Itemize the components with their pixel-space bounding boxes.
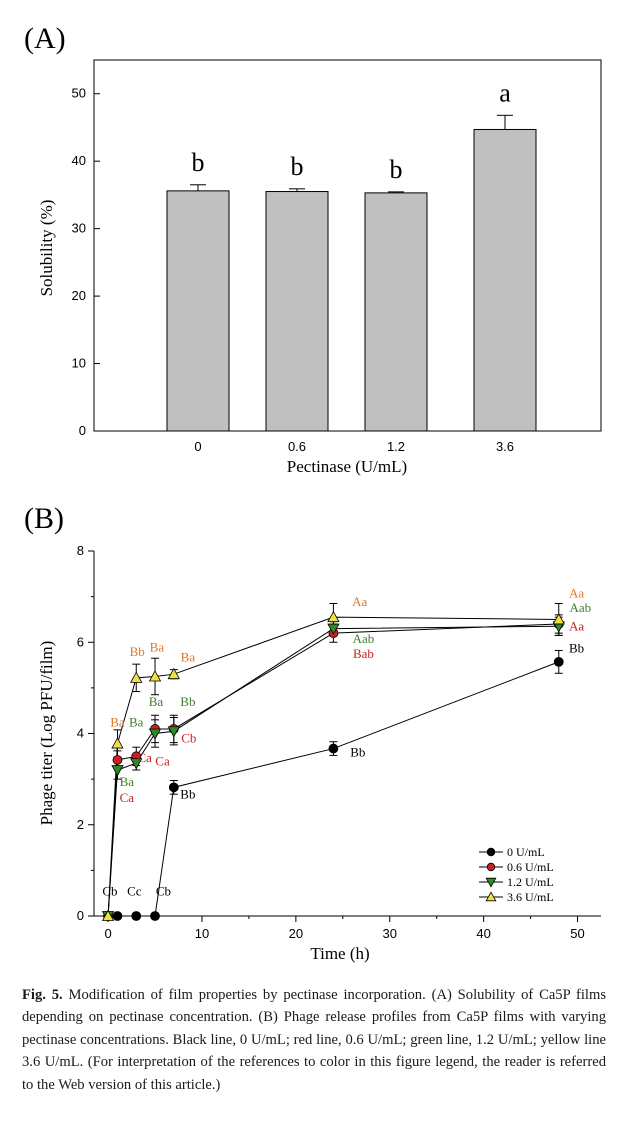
y-tick-label: 50 (72, 86, 86, 101)
panel-b-legend: 0 U/mL0.6 U/mL1.2 U/mL3.6 U/mL (479, 845, 554, 904)
panel-a-label: (A) (24, 22, 66, 55)
data-point (111, 765, 124, 777)
data-point (485, 877, 497, 888)
significance-letter: b (291, 152, 304, 181)
legend-label: 3.6 U/mL (507, 890, 554, 904)
significance-letter: Bb (180, 694, 195, 709)
significance-letter: Aab (570, 600, 592, 615)
x-tick-label: 0.6 (288, 439, 306, 454)
legend-label: 0 U/mL (507, 845, 545, 859)
x-tick-label: 0 (194, 439, 201, 454)
x-tick-label: 3.6 (496, 439, 514, 454)
y-tick-label: 0 (77, 908, 84, 923)
x-tick-label: 40 (476, 926, 490, 941)
data-point (486, 847, 496, 857)
panel-a-solubility-chart: (A) Solubility (%) Pectinase (U/mL) 0 10 2… (24, 22, 602, 476)
significance-letter: Bb (569, 640, 584, 655)
panel-b-phage-release-chart: (B) Phage titer (Log PFU/film) Time (h) … (24, 502, 601, 963)
y-tick-label: 2 (77, 817, 84, 832)
data-point (148, 670, 162, 682)
significance-letter: a (499, 78, 511, 107)
data-point (111, 737, 124, 749)
y-tick-label: 8 (77, 543, 84, 558)
significance-letter: Bb (130, 644, 145, 659)
panel-b-x-axis-title: Time (h) (310, 944, 369, 963)
panel-b-y-axis-title: Phage titer (Log PFU/film) (37, 641, 56, 826)
y-tick-label: 10 (72, 356, 86, 371)
data-point (130, 758, 143, 770)
figure: (A) Solubility (%) Pectinase (U/mL) 0 10 2… (24, 22, 602, 963)
y-tick-label: 6 (77, 634, 84, 649)
data-point (485, 891, 497, 902)
y-tick-label: 20 (72, 288, 86, 303)
significance-letter: Bab (353, 646, 374, 661)
significance-letter: Ba (181, 649, 196, 664)
significance-letter: Cb (102, 883, 117, 898)
significance-letter: b (390, 155, 403, 184)
significance-letter: Ba (120, 774, 135, 789)
caption-text: Modification of film properties by pecti… (22, 987, 606, 1093)
x-tick-label: 30 (383, 926, 397, 941)
data-point (167, 726, 180, 738)
significance-letter: Ba (110, 715, 125, 730)
bar (364, 192, 428, 432)
data-point (327, 610, 340, 623)
significance-letter: Aab (353, 631, 375, 646)
data-point (112, 911, 123, 921)
caption-lead: Fig. 5. (22, 987, 63, 1003)
y-tick-label: 4 (77, 726, 84, 741)
significance-letter: Ca (155, 753, 170, 768)
figure-caption: Fig. 5. Modification of film properties … (22, 984, 606, 1096)
y-tick-label: 30 (72, 221, 86, 236)
data-point (130, 671, 143, 683)
significance-letter: Cc (127, 883, 142, 898)
significance-letter: Ca (137, 750, 152, 765)
bar (473, 128, 537, 432)
significance-letter: Aa (569, 586, 584, 601)
panel-a-plot-frame (93, 59, 602, 432)
data-point (168, 782, 179, 793)
data-point (101, 909, 115, 921)
significance-letter: Cb (181, 731, 196, 746)
data-point (327, 623, 340, 635)
significance-letter: Ba (150, 639, 165, 654)
data-point (486, 862, 496, 872)
significance-letter: Ca (120, 790, 135, 805)
significance-letter: Ba (149, 694, 164, 709)
series-line (107, 623, 559, 917)
data-point (553, 656, 564, 667)
significance-letter: Bb (350, 744, 365, 759)
data-point (328, 743, 339, 754)
data-point (112, 755, 123, 765)
x-tick-label: 10 (195, 926, 209, 941)
significance-letter: Aa (352, 594, 367, 609)
data-point (150, 911, 160, 921)
x-tick-label: 50 (570, 926, 584, 941)
y-tick-label: 0 (79, 423, 86, 438)
x-tick-label: 1.2 (387, 439, 405, 454)
significance-letter: Ba (129, 715, 144, 730)
x-tick-label: 0 (104, 926, 111, 941)
panel-b-label: (B) (24, 502, 64, 535)
significance-letter: Cb (156, 883, 171, 898)
data-point (552, 613, 565, 625)
bar (166, 190, 230, 432)
significance-letter: b (192, 148, 205, 177)
data-point (148, 728, 162, 740)
panel-a-x-axis-title: Pectinase (U/mL) (287, 457, 407, 476)
significance-letter: Aa (569, 618, 584, 633)
panel-a-y-axis-title: Solubility (%) (37, 200, 56, 297)
legend-label: 1.2 U/mL (507, 875, 554, 889)
significance-letter: Bb (180, 787, 195, 802)
legend-label: 0.6 U/mL (507, 860, 554, 874)
bar (265, 191, 329, 432)
x-tick-label: 20 (289, 926, 303, 941)
data-point (167, 667, 180, 680)
y-tick-label: 40 (72, 153, 86, 168)
data-point (131, 911, 142, 921)
